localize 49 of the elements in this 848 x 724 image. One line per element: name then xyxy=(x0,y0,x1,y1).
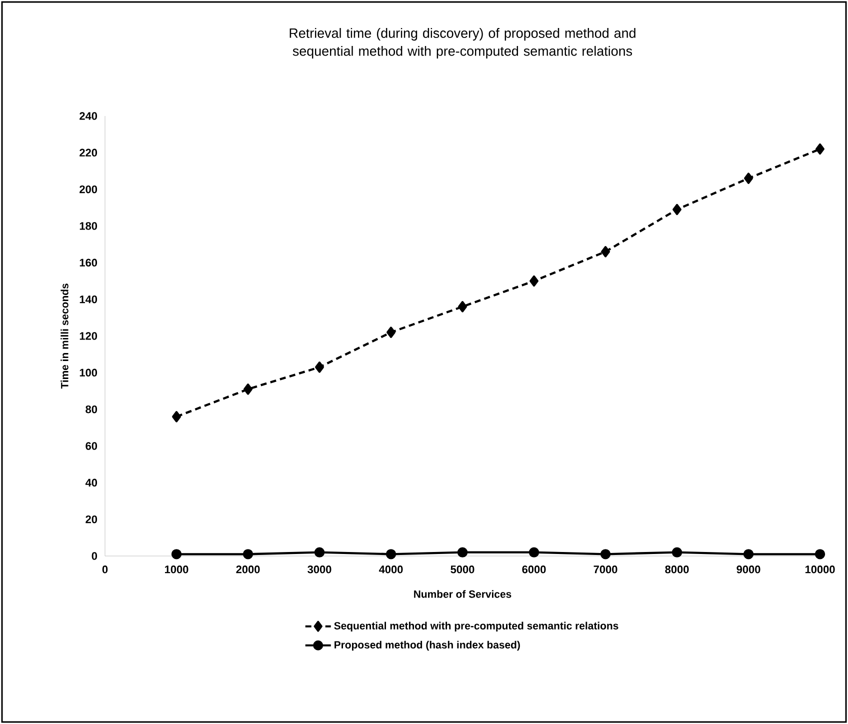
point xyxy=(672,204,682,216)
x-tick-label: 5000 xyxy=(450,566,474,574)
y-tick-label: 120 xyxy=(80,332,98,340)
point xyxy=(458,301,467,312)
point xyxy=(744,172,753,184)
y-tick-label: 40 xyxy=(85,478,98,487)
chart-title: Retrieval time (during discovery) of proposed method and sequential method with pre-computed semantic relations xyxy=(290,28,636,59)
point xyxy=(386,326,396,338)
y-axis-title: Time in milli seconds xyxy=(60,284,68,389)
point xyxy=(816,143,824,155)
y-tick-label: 180 xyxy=(80,222,98,230)
y-tick-label: 0 xyxy=(92,552,98,560)
x-tick-label: 7000 xyxy=(594,566,618,574)
point xyxy=(171,549,182,560)
x-tick-label: 9000 xyxy=(736,566,760,574)
x-tick-label: 10000 xyxy=(805,566,835,574)
point xyxy=(172,411,181,422)
point xyxy=(244,384,252,395)
point xyxy=(242,549,254,560)
y-tick-label: 100 xyxy=(80,368,98,377)
y-tick-label: 20 xyxy=(86,515,98,524)
point xyxy=(743,549,754,560)
point xyxy=(814,549,826,560)
x-tick-label: 4000 xyxy=(378,566,403,574)
x-tick-label: 6000 xyxy=(522,566,546,574)
point xyxy=(386,549,396,560)
legend-label: Proposed method (hash index based) xyxy=(334,640,520,651)
y-tick-label: 220 xyxy=(80,148,98,157)
point xyxy=(457,547,468,558)
point xyxy=(601,246,610,258)
point xyxy=(528,547,540,558)
legend-label: Sequential method with pre-computed semantic relations xyxy=(334,622,618,632)
x-tick-label: 3000 xyxy=(308,566,332,574)
x-tick-label: 1000 xyxy=(165,566,188,574)
point xyxy=(314,547,325,558)
x-tick-label: 8000 xyxy=(665,566,689,574)
x-tick-label: 2000 xyxy=(236,566,260,574)
point xyxy=(530,275,538,287)
y-tick-label: 200 xyxy=(80,185,98,194)
point xyxy=(672,547,682,558)
y-tick-label: 160 xyxy=(80,258,98,267)
point xyxy=(315,362,324,373)
point xyxy=(600,549,611,560)
y-tick-label: 240 xyxy=(80,112,98,120)
y-tick-label: 80 xyxy=(86,405,98,414)
x-tick-label: 0 xyxy=(102,566,108,574)
x-axis-title: Number of Services xyxy=(414,590,512,598)
y-tick-label: 140 xyxy=(80,295,98,304)
y-tick-label: 60 xyxy=(86,442,98,450)
